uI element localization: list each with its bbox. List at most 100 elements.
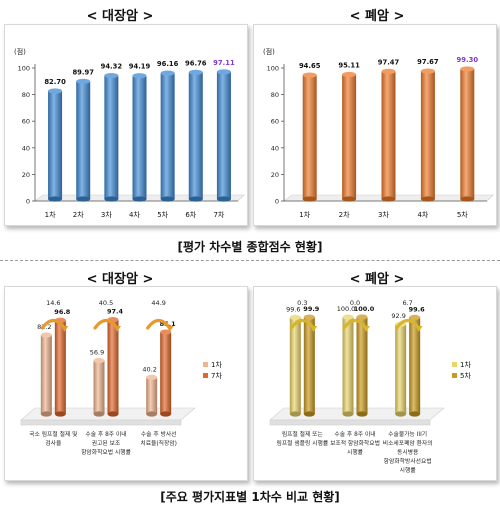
bar-6-top	[188, 69, 203, 75]
x-tick-label: 3차	[378, 210, 389, 219]
bar-last-3	[160, 329, 172, 417]
bar-first-3-body	[146, 377, 158, 414]
bar-2-base	[76, 196, 91, 202]
y-tick-label: 100	[18, 65, 30, 73]
bar-value-label: 97.11	[213, 59, 235, 67]
bar-value-label: 92.9	[391, 312, 405, 320]
bar-last-2	[107, 317, 119, 417]
bar-7-base	[216, 196, 231, 202]
bar-last-2-body	[356, 317, 368, 414]
bar-5-body	[460, 68, 475, 199]
x-category-label: 비소세포폐암 환자의	[383, 439, 433, 447]
bar-3	[381, 68, 396, 202]
bar-last-2-base	[107, 411, 119, 417]
header-colorectal-bottom: < 대장암 >	[86, 272, 154, 287]
bar-6-body	[188, 72, 203, 199]
y-tick-label: 60	[271, 118, 279, 126]
bar-value-label: 89.97	[72, 68, 94, 76]
bar-1	[302, 72, 317, 202]
x-category-label: 시행률	[347, 448, 364, 456]
bar-value-label: 99.30	[457, 56, 479, 64]
bar-value-label: 40.2	[142, 365, 156, 373]
bar-2-top	[342, 71, 357, 78]
bar-last-3-base	[409, 411, 421, 417]
bar-5-top	[160, 70, 175, 76]
x-category-label: 림프절 샘플링 시행률	[276, 439, 328, 447]
bar-first-2-body	[93, 360, 105, 414]
bar-3-base	[381, 196, 396, 202]
change-arrow	[395, 318, 421, 330]
bar-1-body	[48, 91, 63, 199]
x-category-label: 수술불가능 III기	[388, 430, 427, 438]
change-value-label: 0.3	[297, 299, 307, 307]
bar-last-3-body	[409, 317, 421, 414]
bar-first-2-top	[93, 357, 105, 364]
bar-first-2-body	[342, 317, 354, 414]
bar-5-base	[160, 196, 175, 202]
bar-value-label: 96.8	[54, 308, 71, 316]
bar-7	[216, 69, 231, 202]
bar-value-label: 100.0	[337, 305, 356, 313]
x-category-label: 권고된 보조	[92, 439, 121, 447]
x-tick-label: 5차	[457, 210, 468, 219]
x-category-label: 림프절 절제 또는	[282, 430, 324, 438]
bar-7-body	[216, 71, 231, 199]
bar-first-3-top	[146, 374, 158, 380]
bar-value-label: 96.16	[157, 60, 179, 68]
change-value-label: 40.5	[99, 299, 113, 307]
bar-last-3	[409, 314, 421, 417]
bar-2-top	[76, 78, 91, 84]
bar-6-base	[188, 196, 203, 202]
x-category-label: 보조적 항암화학요법	[330, 439, 380, 447]
bar-2-body	[76, 81, 91, 199]
bar-3-body	[104, 75, 119, 199]
change-arrow-head	[61, 326, 69, 332]
bar-2	[76, 78, 91, 202]
y-tick-label: 80	[22, 91, 30, 99]
bar-value-label: 97.47	[378, 58, 400, 66]
x-category-label: 수술 후 방사선	[141, 430, 177, 438]
colorectal-indicator-chart: 82.296.814.6국소 림프절 절제 및검사율56.997.440.5수술…	[20, 299, 222, 456]
y-unit-label: (점)	[263, 48, 275, 56]
bar-3	[104, 72, 119, 202]
chart-panel-lung-indicators: 99.6 99.9 0.3 림프절 절제 또는 림프절 샘플링 시행률 100.0 100.…	[253, 286, 497, 481]
bar-value-label: 56.9	[90, 349, 104, 357]
change-arrow	[289, 318, 315, 330]
bar-5-body	[160, 73, 175, 199]
x-tick-label: 2차	[339, 210, 350, 219]
legend-swatch	[203, 362, 208, 367]
y-tick-label: 20	[22, 171, 30, 179]
change-arrow	[342, 318, 368, 330]
y-tick-label: 80	[271, 91, 279, 99]
chart-floor-front	[269, 419, 431, 426]
x-category-label: 검사율	[45, 439, 62, 447]
legend-label: 5차	[460, 371, 471, 380]
bar-1-base	[302, 196, 317, 202]
x-category-label: 동시병용	[397, 448, 419, 456]
bar-2-body	[342, 74, 357, 199]
bar-first-3-base	[146, 411, 158, 417]
section-divider	[0, 260, 500, 261]
lung-trend-chart: (점) 0 20 40 60 80 100 94.65 1차 95.11 2차 97.47 3차 97.6…	[263, 48, 494, 219]
bar-first-2-top	[342, 314, 354, 320]
legend-swatch	[452, 373, 457, 378]
bar-4	[132, 73, 147, 202]
change-arrow-head	[114, 326, 121, 332]
change-value-label: 14.6	[46, 299, 60, 307]
bar-first-1-base	[289, 411, 301, 417]
bar-value-label: 97.4	[107, 308, 124, 316]
x-tick-label: 5차	[157, 210, 168, 219]
bar-value-label: 82.70	[44, 78, 66, 86]
bar-last-1-body	[303, 317, 315, 414]
bar-3-body	[381, 71, 396, 199]
chart-floor-front	[20, 419, 182, 426]
bar-first-2-base	[93, 411, 105, 417]
x-category-label: 수술 후 8주 이내	[85, 430, 126, 438]
legend-label: 1차	[460, 360, 471, 369]
bar-first-3-base	[395, 411, 407, 417]
header-lung-top: < 폐암 >	[349, 9, 405, 24]
header-colorectal-top: < 대장암 >	[86, 9, 154, 24]
bar-7-top	[216, 69, 231, 75]
bar-last-1-base	[54, 411, 66, 417]
